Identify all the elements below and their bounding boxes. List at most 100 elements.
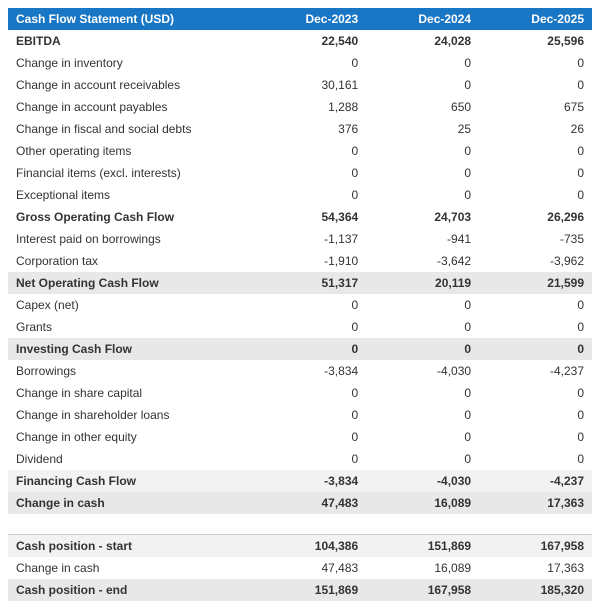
row-value: 0	[366, 338, 479, 360]
row-value: -4,030	[366, 470, 479, 492]
table-row: Interest paid on borrowings-1,137-941-73…	[8, 228, 592, 250]
table-row: Capex (net)000	[8, 294, 592, 316]
row-value: -1,137	[253, 228, 366, 250]
row-value	[366, 514, 479, 534]
row-value: 16,089	[366, 492, 479, 514]
row-label: Investing Cash Flow	[8, 338, 253, 360]
header-col-2: Dec-2024	[366, 8, 479, 30]
row-value: 0	[366, 404, 479, 426]
row-value: 16,089	[366, 557, 479, 579]
row-value: 376	[253, 118, 366, 140]
table-row: Dividend000	[8, 448, 592, 470]
row-label: Change in fiscal and social debts	[8, 118, 253, 140]
row-label	[8, 514, 253, 534]
row-value: 25,596	[479, 30, 592, 52]
row-value: -4,237	[479, 470, 592, 492]
row-value: 51,317	[253, 272, 366, 294]
row-label: Cash position - start	[8, 534, 253, 557]
row-label: Gross Operating Cash Flow	[8, 206, 253, 228]
table-row: Cash position - start104,386151,869167,9…	[8, 534, 592, 557]
row-value: 185,320	[479, 579, 592, 601]
row-value: -1,910	[253, 250, 366, 272]
row-value: 0	[253, 382, 366, 404]
row-label: Grants	[8, 316, 253, 338]
row-label: Net Operating Cash Flow	[8, 272, 253, 294]
row-value: 24,028	[366, 30, 479, 52]
row-value: 104,386	[253, 534, 366, 557]
row-label: Change in account receivables	[8, 74, 253, 96]
row-value: 17,363	[479, 492, 592, 514]
row-value: 0	[253, 52, 366, 74]
row-value: -3,642	[366, 250, 479, 272]
row-label: Other operating items	[8, 140, 253, 162]
row-value: -3,834	[253, 360, 366, 382]
row-label: Cash position - end	[8, 579, 253, 601]
row-label: Change in cash	[8, 492, 253, 514]
row-value: -3,834	[253, 470, 366, 492]
table-header-row: Cash Flow Statement (USD) Dec-2023 Dec-2…	[8, 8, 592, 30]
row-value: 0	[253, 448, 366, 470]
table-row: Other operating items000	[8, 140, 592, 162]
row-value: 0	[366, 316, 479, 338]
row-value: 0	[479, 294, 592, 316]
table-row: Change in shareholder loans000	[8, 404, 592, 426]
row-value: 0	[479, 338, 592, 360]
row-value: 25	[366, 118, 479, 140]
table-row: Change in share capital000	[8, 382, 592, 404]
row-value: 151,869	[253, 579, 366, 601]
row-label: Change in inventory	[8, 52, 253, 74]
table-row: Change in account payables1,288650675	[8, 96, 592, 118]
row-value: 0	[366, 184, 479, 206]
table-row: Change in account receivables30,16100	[8, 74, 592, 96]
row-label: Change in account payables	[8, 96, 253, 118]
row-label: Interest paid on borrowings	[8, 228, 253, 250]
table-row: Change in cash47,48316,08917,363	[8, 492, 592, 514]
row-value: 151,869	[366, 534, 479, 557]
row-value	[479, 514, 592, 534]
row-value: 0	[366, 382, 479, 404]
row-label: Financing Cash Flow	[8, 470, 253, 492]
row-value: -941	[366, 228, 479, 250]
row-label: Change in share capital	[8, 382, 253, 404]
row-value: 26	[479, 118, 592, 140]
table-row: Gross Operating Cash Flow54,36424,70326,…	[8, 206, 592, 228]
header-col-1: Dec-2023	[253, 8, 366, 30]
row-value: 0	[366, 140, 479, 162]
row-label: Borrowings	[8, 360, 253, 382]
row-value: 47,483	[253, 492, 366, 514]
row-label: Capex (net)	[8, 294, 253, 316]
table-row: Grants000	[8, 316, 592, 338]
row-label: Financial items (excl. interests)	[8, 162, 253, 184]
table-row: Change in cash47,48316,08917,363	[8, 557, 592, 579]
row-value: 0	[479, 404, 592, 426]
row-label: Dividend	[8, 448, 253, 470]
row-value: 167,958	[366, 579, 479, 601]
row-value: 30,161	[253, 74, 366, 96]
row-label: Change in cash	[8, 557, 253, 579]
row-value: 0	[253, 184, 366, 206]
row-value: 0	[479, 316, 592, 338]
row-value: 0	[479, 52, 592, 74]
row-value: 675	[479, 96, 592, 118]
row-value: 1,288	[253, 96, 366, 118]
row-value: -4,237	[479, 360, 592, 382]
table-row: Net Operating Cash Flow51,31720,11921,59…	[8, 272, 592, 294]
row-value: 0	[253, 338, 366, 360]
table-row: Exceptional items000	[8, 184, 592, 206]
row-value: 0	[479, 448, 592, 470]
table-row: Change in other equity000	[8, 426, 592, 448]
table-row	[8, 514, 592, 534]
header-title: Cash Flow Statement (USD)	[8, 8, 253, 30]
table-row: Change in fiscal and social debts3762526	[8, 118, 592, 140]
row-value: 650	[366, 96, 479, 118]
table-row: Change in inventory000	[8, 52, 592, 74]
table-row: Investing Cash Flow000	[8, 338, 592, 360]
row-value: 0	[479, 140, 592, 162]
row-value: 0	[253, 162, 366, 184]
row-value: 0	[479, 426, 592, 448]
row-value: 0	[366, 294, 479, 316]
row-value: 0	[366, 426, 479, 448]
row-value: 54,364	[253, 206, 366, 228]
cash-flow-table: Cash Flow Statement (USD) Dec-2023 Dec-2…	[8, 8, 592, 601]
row-value: 0	[366, 52, 479, 74]
